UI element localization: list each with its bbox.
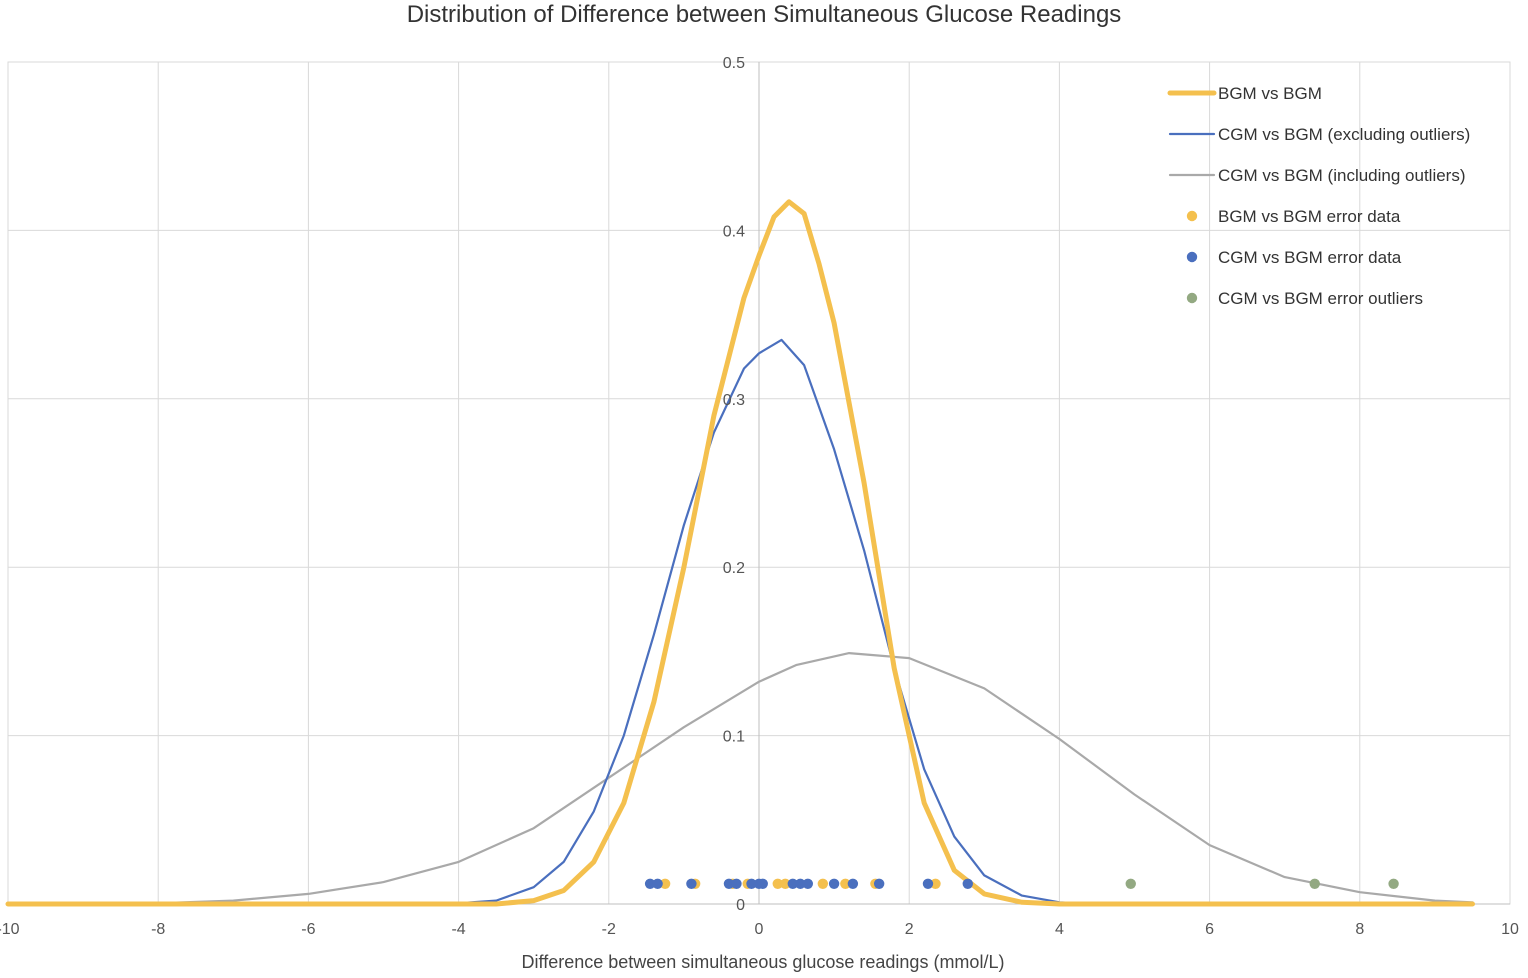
chart-title: Distribution of Difference between Simul… [406, 1, 1122, 28]
data-point [1125, 878, 1136, 889]
series-lines [5, 199, 1475, 907]
data-point [787, 878, 798, 889]
legend-marker-swatch [1186, 210, 1198, 222]
data-point [644, 878, 656, 889]
y-tick-label: 0.3 [723, 392, 745, 409]
y-tick-label: 0.4 [723, 223, 745, 240]
data-point [1309, 878, 1320, 889]
x-tick-label: -8 [151, 921, 165, 938]
y-tick-label: 0.1 [723, 729, 745, 746]
x-tick-label: 0 [755, 921, 764, 938]
y-tick-label: 0 [736, 897, 745, 914]
data-point [873, 878, 885, 889]
data-point [828, 878, 840, 889]
data-point [686, 878, 697, 889]
series-points [644, 878, 1399, 889]
legend-label: CGM vs BGM error outliers [1218, 289, 1423, 308]
data-point [780, 878, 791, 889]
x-tick-label: 4 [1055, 921, 1064, 938]
data-point [930, 878, 941, 889]
y-tick-label: 0.2 [723, 560, 745, 577]
data-point [746, 878, 757, 889]
x-axis-label: Difference between simultaneous glucose … [522, 952, 1005, 972]
data-point [731, 878, 742, 889]
data-point [1388, 878, 1399, 889]
data-point [659, 878, 671, 889]
legend-label: BGM vs BGM error data [1218, 207, 1401, 226]
x-tick-label: 2 [905, 921, 914, 938]
x-tick-label: 8 [1355, 921, 1364, 938]
data-point [652, 878, 663, 889]
data-point [847, 878, 859, 889]
data-point [802, 878, 814, 889]
data-point [817, 878, 829, 889]
legend-label: CGM vs BGM (including outliers) [1218, 166, 1466, 185]
legend-marker-swatch [1186, 292, 1198, 304]
data-point [840, 878, 851, 889]
data-point [795, 878, 806, 889]
legend-label: CGM vs BGM error data [1218, 248, 1402, 267]
x-tick-label: -10 [0, 921, 20, 938]
data-point [922, 878, 934, 889]
y-tick-labels: 0 0.1 0.2 0.3 0.4 0.5 [723, 55, 745, 914]
series-line-1 [6, 338, 1474, 906]
series-line-2 [6, 652, 1474, 906]
legend-marker-swatch [1186, 251, 1198, 263]
series-line-0 [5, 199, 1475, 907]
data-point [772, 878, 783, 889]
data-point [962, 878, 973, 889]
x-tick-label: -6 [301, 921, 315, 938]
legend: BGM vs BGM CGM vs BGM (excluding outliers… [1167, 84, 1470, 308]
x-tick-label: 6 [1205, 921, 1214, 938]
x-tick-labels: -10 -8 -6 -4 -2 0 2 4 6 8 10 [0, 921, 1519, 938]
grid-lines [7, 61, 1511, 905]
x-tick-label: -4 [451, 921, 465, 938]
x-tick-label: -2 [602, 921, 616, 938]
data-point [757, 878, 768, 889]
x-tick-label: 10 [1501, 921, 1519, 938]
y-tick-label: 0.5 [723, 55, 745, 72]
legend-label: BGM vs BGM [1218, 84, 1322, 103]
legend-label: CGM vs BGM (excluding outliers) [1218, 125, 1470, 144]
data-point [723, 878, 735, 889]
